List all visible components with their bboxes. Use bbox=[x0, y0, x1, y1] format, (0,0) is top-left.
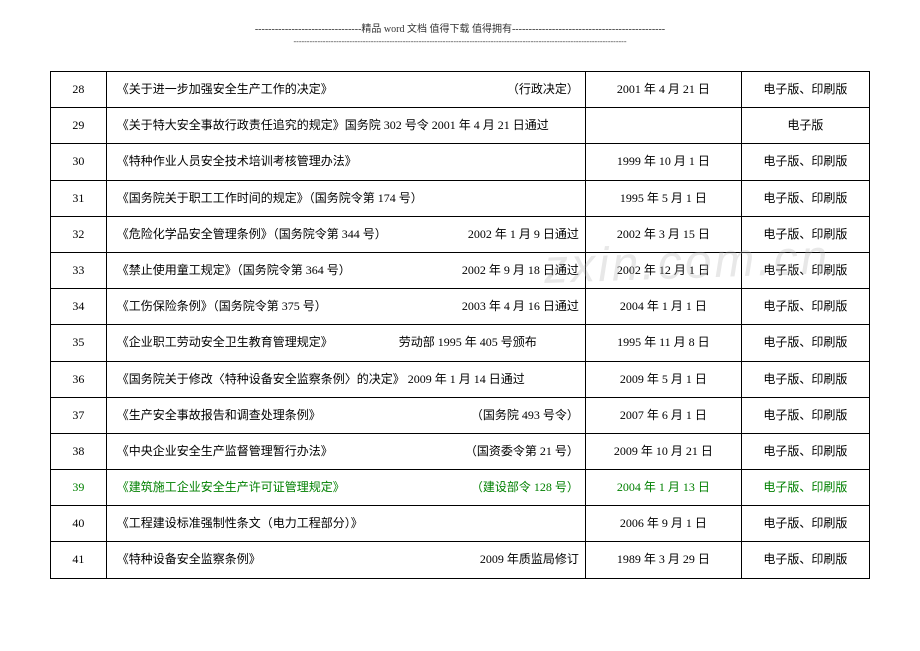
table-row: 33《禁止使用童工规定》（国务院令第 364 号）2002 年 9 月 18 日… bbox=[51, 252, 870, 288]
row-title: 《关于特大安全事故行政责任追究的规定》国务院 302 号令 2001 年 4 月… bbox=[106, 108, 585, 144]
row-date: 2001 年 4 月 21 日 bbox=[585, 72, 741, 108]
row-format: 电子版、印刷版 bbox=[741, 506, 869, 542]
row-number: 29 bbox=[51, 108, 107, 144]
row-format: 电子版、印刷版 bbox=[741, 144, 869, 180]
row-number: 34 bbox=[51, 289, 107, 325]
row-format: 电子版、印刷版 bbox=[741, 216, 869, 252]
row-title: 《建筑施工企业安全生产许可证管理规定》（建设部令 128 号） bbox=[106, 470, 585, 506]
row-date: 1989 年 3 月 29 日 bbox=[585, 542, 741, 578]
row-format: 电子版、印刷版 bbox=[741, 325, 869, 361]
row-title: 《工伤保险条例》（国务院令第 375 号）2003 年 4 月 16 日通过 bbox=[106, 289, 585, 325]
row-date: 2007 年 6 月 1 日 bbox=[585, 397, 741, 433]
row-title: 《禁止使用童工规定》（国务院令第 364 号）2002 年 9 月 18 日通过 bbox=[106, 252, 585, 288]
row-title: 《工程建设标准强制性条文（电力工程部分）》 bbox=[106, 506, 585, 542]
table-row: 38《中央企业安全生产监督管理暂行办法》（国资委令第 21 号）2009 年 1… bbox=[51, 433, 870, 469]
row-title: 《生产安全事故报告和调查处理条例》（国务院 493 号令） bbox=[106, 397, 585, 433]
row-number: 32 bbox=[51, 216, 107, 252]
row-title: 《国务院关于职工工作时间的规定》（国务院令第 174 号） bbox=[106, 180, 585, 216]
row-date: 2006 年 9 月 1 日 bbox=[585, 506, 741, 542]
header-line-2: ----------------------------------------… bbox=[0, 37, 920, 46]
row-number: 41 bbox=[51, 542, 107, 578]
row-number: 39 bbox=[51, 470, 107, 506]
row-date: 1995 年 11 月 8 日 bbox=[585, 325, 741, 361]
row-title: 《国务院关于修改〈特种设备安全监察条例〉的决定》 2009 年 1 月 14 日… bbox=[106, 361, 585, 397]
table-row: 34《工伤保险条例》（国务院令第 375 号）2003 年 4 月 16 日通过… bbox=[51, 289, 870, 325]
row-date bbox=[585, 108, 741, 144]
row-number: 35 bbox=[51, 325, 107, 361]
table-row: 28《关于进一步加强安全生产工作的决定》（行政决定）2001 年 4 月 21 … bbox=[51, 72, 870, 108]
regulations-table: 28《关于进一步加强安全生产工作的决定》（行政决定）2001 年 4 月 21 … bbox=[50, 71, 870, 579]
row-title: 《关于进一步加强安全生产工作的决定》（行政决定） bbox=[106, 72, 585, 108]
row-format: 电子版、印刷版 bbox=[741, 361, 869, 397]
row-format: 电子版、印刷版 bbox=[741, 433, 869, 469]
row-date: 1999 年 10 月 1 日 bbox=[585, 144, 741, 180]
row-number: 33 bbox=[51, 252, 107, 288]
table-row: 41《特种设备安全监察条例》2009 年质监局修订1989 年 3 月 29 日… bbox=[51, 542, 870, 578]
row-title: 《危险化学品安全管理条例》（国务院令第 344 号）2002 年 1 月 9 日… bbox=[106, 216, 585, 252]
row-format: 电子版、印刷版 bbox=[741, 180, 869, 216]
row-title: 《中央企业安全生产监督管理暂行办法》（国资委令第 21 号） bbox=[106, 433, 585, 469]
row-date: 2004 年 1 月 13 日 bbox=[585, 470, 741, 506]
row-date: 2004 年 1 月 1 日 bbox=[585, 289, 741, 325]
row-number: 40 bbox=[51, 506, 107, 542]
table-row: 32《危险化学品安全管理条例》（国务院令第 344 号）2002 年 1 月 9… bbox=[51, 216, 870, 252]
header-line-1: --------------------------------精品 word … bbox=[0, 20, 920, 35]
table-row: 40《工程建设标准强制性条文（电力工程部分）》2006 年 9 月 1 日电子版… bbox=[51, 506, 870, 542]
regulations-table-container: 28《关于进一步加强安全生产工作的决定》（行政决定）2001 年 4 月 21 … bbox=[50, 71, 870, 579]
row-date: 2002 年 3 月 15 日 bbox=[585, 216, 741, 252]
row-number: 38 bbox=[51, 433, 107, 469]
table-row: 30《特种作业人员安全技术培训考核管理办法》1999 年 10 月 1 日电子版… bbox=[51, 144, 870, 180]
row-number: 28 bbox=[51, 72, 107, 108]
table-row: 35《企业职工劳动安全卫生教育管理规定》 劳动部 1995 年 405 号颁布1… bbox=[51, 325, 870, 361]
row-date: 1995 年 5 月 1 日 bbox=[585, 180, 741, 216]
row-title: 《特种作业人员安全技术培训考核管理办法》 bbox=[106, 144, 585, 180]
table-row: 37《生产安全事故报告和调查处理条例》（国务院 493 号令）2007 年 6 … bbox=[51, 397, 870, 433]
row-format: 电子版、印刷版 bbox=[741, 470, 869, 506]
row-format: 电子版、印刷版 bbox=[741, 542, 869, 578]
row-number: 37 bbox=[51, 397, 107, 433]
table-row: 29《关于特大安全事故行政责任追究的规定》国务院 302 号令 2001 年 4… bbox=[51, 108, 870, 144]
row-format: 电子版、印刷版 bbox=[741, 252, 869, 288]
row-date: 2009 年 10 月 21 日 bbox=[585, 433, 741, 469]
row-title: 《企业职工劳动安全卫生教育管理规定》 劳动部 1995 年 405 号颁布 bbox=[106, 325, 585, 361]
row-title: 《特种设备安全监察条例》2009 年质监局修订 bbox=[106, 542, 585, 578]
row-number: 36 bbox=[51, 361, 107, 397]
table-row: 36《国务院关于修改〈特种设备安全监察条例〉的决定》 2009 年 1 月 14… bbox=[51, 361, 870, 397]
page-header: --------------------------------精品 word … bbox=[0, 0, 920, 46]
table-row: 39《建筑施工企业安全生产许可证管理规定》（建设部令 128 号）2004 年 … bbox=[51, 470, 870, 506]
row-format: 电子版、印刷版 bbox=[741, 72, 869, 108]
row-format: 电子版 bbox=[741, 108, 869, 144]
row-number: 30 bbox=[51, 144, 107, 180]
row-number: 31 bbox=[51, 180, 107, 216]
row-format: 电子版、印刷版 bbox=[741, 289, 869, 325]
row-date: 2009 年 5 月 1 日 bbox=[585, 361, 741, 397]
row-format: 电子版、印刷版 bbox=[741, 397, 869, 433]
table-row: 31《国务院关于职工工作时间的规定》（国务院令第 174 号）1995 年 5 … bbox=[51, 180, 870, 216]
row-date: 2002 年 12 月 1 日 bbox=[585, 252, 741, 288]
